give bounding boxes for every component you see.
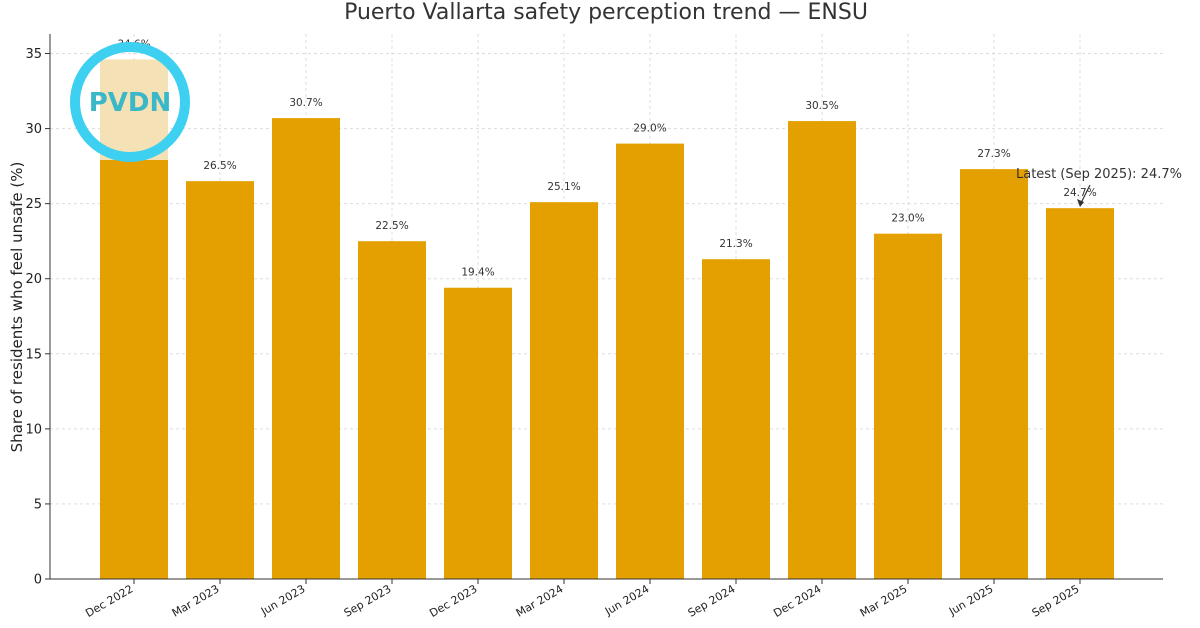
x-tick-label: Mar 2024 (514, 582, 566, 619)
logo-text: PVDN (89, 88, 172, 118)
data-label: 25.1% (547, 181, 580, 193)
annotation-arrowhead (1077, 199, 1084, 207)
y-tick-label: 10 (25, 422, 42, 437)
bar (358, 241, 426, 580)
y-tick-label: 5 (34, 497, 42, 512)
x-tick-label: Jun 2023 (258, 582, 308, 618)
x-tick-label: Sep 2023 (342, 582, 394, 619)
x-tick-label: Dec 2023 (427, 582, 479, 620)
chart-title: Puerto Vallarta safety perception trend … (344, 0, 868, 25)
bar (530, 202, 598, 579)
data-labels: 34.6%26.5%30.7%22.5%19.4%25.1%29.0%21.3%… (117, 39, 1096, 279)
data-label: 24.7% (1063, 187, 1096, 199)
bar (616, 143, 684, 579)
logo-fill (100, 59, 168, 160)
bar (272, 118, 340, 579)
x-ticks: Dec 2022 Mar 2023 Jun 2023 Sep 2023 Dec 2023… (83, 579, 1082, 620)
x-tick-label: Mar 2025 (858, 582, 910, 619)
bar (1046, 208, 1114, 579)
data-label: 26.5% (203, 160, 236, 172)
x-tick-label: Mar 2023 (170, 582, 222, 619)
bar (874, 233, 942, 579)
bar (444, 287, 512, 579)
y-tick-label: 30 (25, 122, 42, 137)
x-tick-label: Dec 2024 (771, 582, 823, 620)
y-tick-label: 25 (25, 197, 42, 212)
x-tick-label: Sep 2025 (1030, 582, 1082, 619)
annotation-text: Latest (Sep 2025): 24.7% (1016, 167, 1182, 182)
y-axis-label: Share of residents who feel unsafe (%) (8, 162, 26, 453)
axes (49, 34, 1163, 580)
data-label: 30.5% (805, 100, 838, 112)
y-tick-label: 0 (34, 573, 42, 588)
bar (702, 259, 770, 579)
bar (788, 121, 856, 579)
data-label: 29.0% (633, 123, 666, 135)
x-tick-label: Jun 2025 (946, 582, 996, 618)
bars (100, 59, 1114, 580)
data-label: 23.0% (891, 213, 924, 225)
data-label: 27.3% (977, 148, 1010, 160)
x-tick-label: Dec 2022 (83, 582, 135, 620)
logo-ring (70, 42, 190, 162)
pvdn-logo: PVDN (70, 42, 190, 162)
y-ticks: 0 5 10 15 20 25 30 35 (25, 47, 50, 588)
bar (960, 169, 1028, 579)
data-label: 30.7% (289, 97, 322, 109)
y-tick-label: 35 (25, 47, 42, 62)
data-label: 19.4% (461, 267, 494, 279)
bar (186, 181, 254, 579)
y-tick-label: 15 (25, 347, 42, 362)
annotation: Latest (Sep 2025): 24.7% (1016, 167, 1182, 207)
y-tick-label: 20 (25, 272, 42, 287)
x-tick-label: Jun 2024 (602, 582, 652, 618)
data-label: 22.5% (375, 220, 408, 232)
x-tick-label: Sep 2024 (686, 582, 738, 619)
data-label: 21.3% (719, 238, 752, 250)
